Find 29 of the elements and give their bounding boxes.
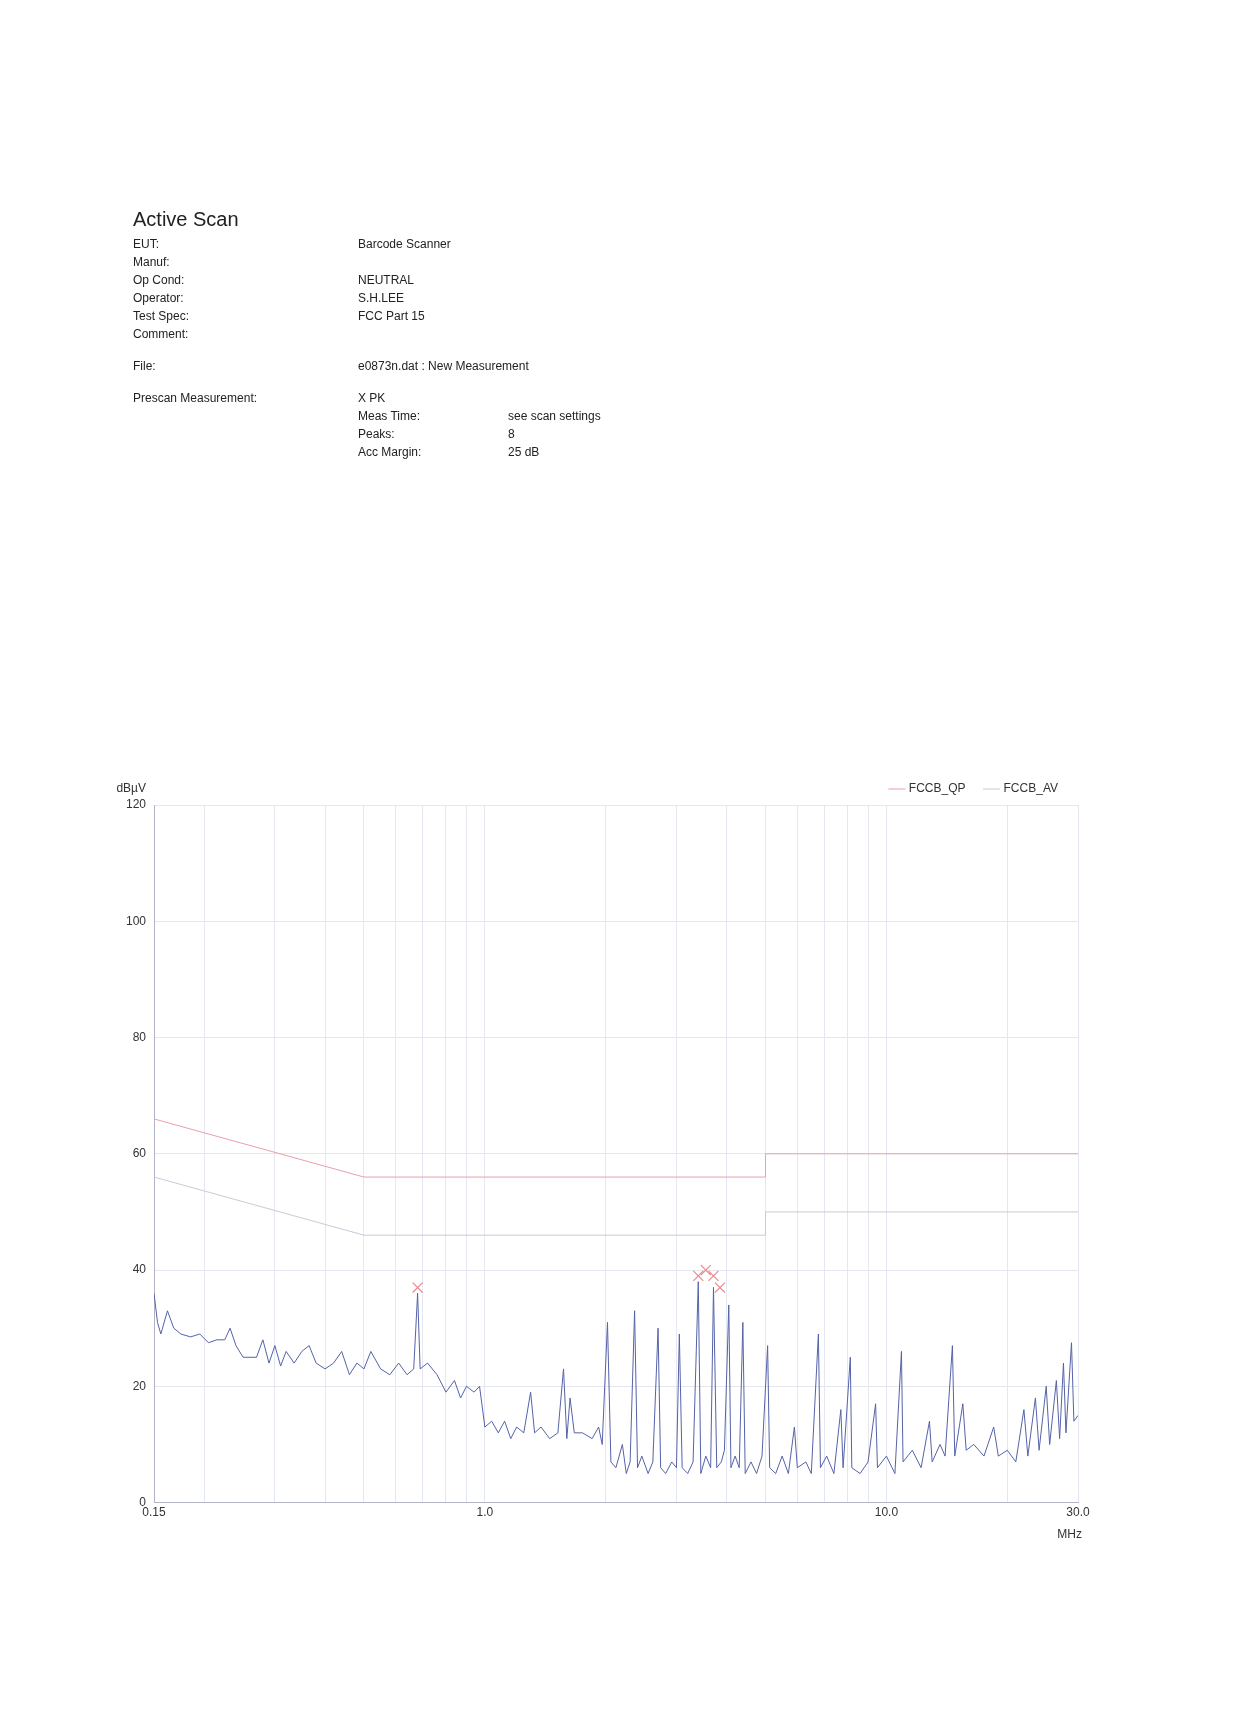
y-tick-label: 60	[132, 1146, 147, 1161]
text: Operator: S.H.LEE	[133, 291, 405, 305]
text: Comment:	[133, 327, 190, 343]
y-tick-label: 100	[125, 913, 147, 928]
y-axis-title: dBµV	[116, 781, 147, 796]
text: Test Spec: FCC Part 15	[133, 309, 425, 323]
x-tick-label: 30.0	[1066, 1505, 1090, 1520]
x-axis-title: MHz	[1057, 1526, 1082, 1541]
point	[700, 1264, 712, 1276]
text: File: e0873n.dat : New Measurement	[133, 359, 529, 373]
text: Meas Time: see scan settings	[358, 409, 601, 423]
text: Peaks: 8	[358, 427, 515, 441]
text: Acc Margin: 25 dB	[358, 445, 540, 459]
y-tick-label: 120	[125, 797, 147, 812]
legend-label: FCCB_QP	[908, 781, 966, 796]
y-tick-label: 80	[132, 1029, 147, 1044]
text: Manuf:	[133, 255, 171, 271]
point	[714, 1281, 726, 1294]
y-tick-label: 20	[132, 1378, 147, 1393]
legend-label: FCCB_AV	[1003, 781, 1059, 796]
x-tick-label: 10.0	[874, 1505, 899, 1520]
point	[692, 1270, 704, 1282]
text: Prescan Measurement: X PK	[133, 391, 386, 405]
chart-title: Active Scan	[133, 208, 240, 231]
y-tick-label: 40	[132, 1262, 147, 1277]
point	[707, 1270, 720, 1282]
text: EUT: Barcode Scanner	[133, 237, 451, 251]
text: Op Cond: NEUTRAL	[133, 273, 415, 287]
x-tick-label: 1.0	[476, 1505, 494, 1520]
